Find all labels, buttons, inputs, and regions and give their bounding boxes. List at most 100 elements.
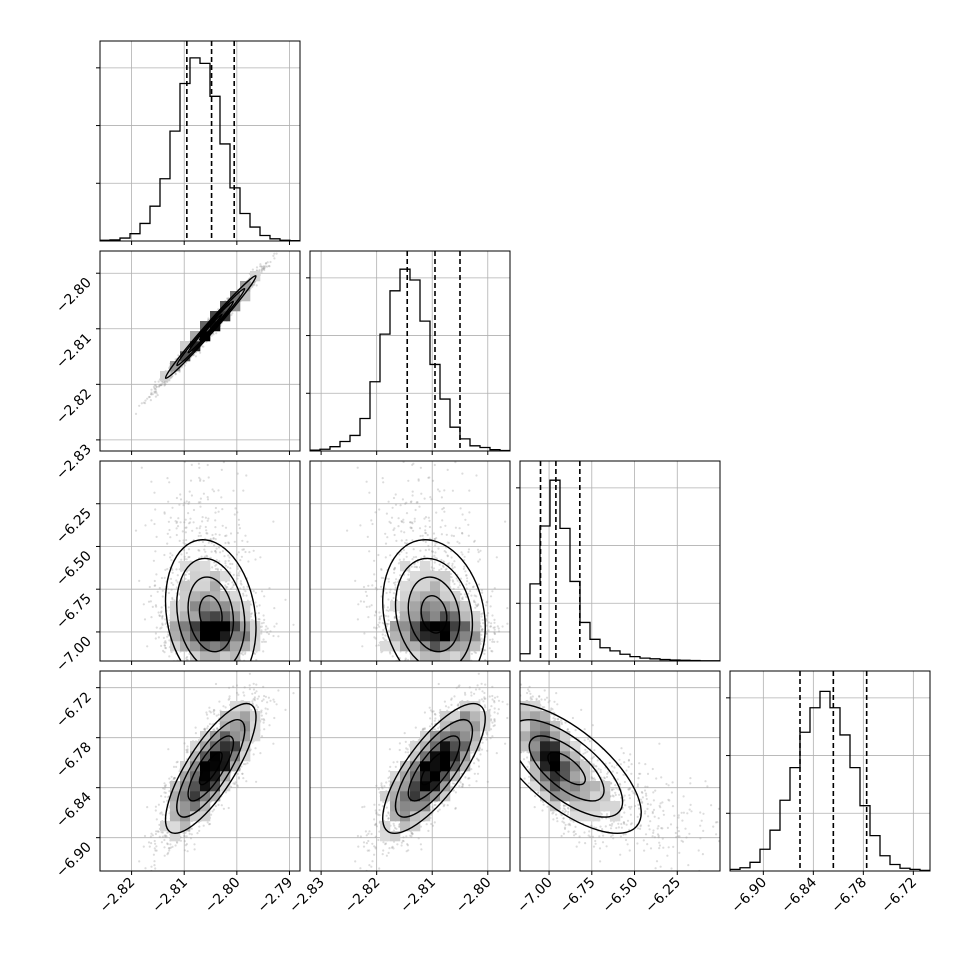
- sample-point: [240, 652, 243, 655]
- sample-point: [182, 504, 185, 507]
- sample-point: [183, 558, 186, 561]
- sample-point: [254, 652, 257, 656]
- scatter-points: [134, 378, 295, 684]
- sample-point: [164, 646, 167, 650]
- sample-point: [228, 682, 230, 684]
- sample-point: [275, 622, 278, 625]
- sample-point: [185, 446, 187, 448]
- sample-point: [176, 663, 178, 665]
- sample-point: [266, 261, 269, 264]
- sample-point: [208, 678, 210, 680]
- sample-point: [183, 666, 185, 668]
- sample-point: [171, 571, 174, 574]
- sample-point: [174, 373, 177, 376]
- axes-frame: [309, 250, 511, 452]
- sample-point: [244, 550, 247, 554]
- histogram-step: [310, 268, 510, 451]
- sample-point: [233, 513, 236, 516]
- sample-point: [155, 626, 158, 629]
- scatter-points: [134, 248, 279, 415]
- sample-point: [227, 554, 230, 557]
- sample-point: [175, 521, 178, 525]
- sample-point: [244, 665, 246, 667]
- y-tick-label: −2.82: [53, 386, 95, 428]
- sample-point: [159, 383, 162, 386]
- sample-point: [273, 607, 276, 610]
- sample-point: [168, 624, 171, 628]
- sample-point: [260, 267, 264, 270]
- density-cell: [240, 291, 251, 302]
- sample-point: [254, 601, 257, 604]
- sample-point: [182, 539, 185, 542]
- sample-point: [208, 397, 210, 399]
- density-cell: [190, 341, 201, 352]
- sample-point: [163, 553, 166, 557]
- sample-point: [199, 478, 202, 481]
- sample-point: [250, 618, 254, 622]
- sample-point: [180, 366, 183, 369]
- sample-point: [237, 572, 240, 575]
- sample-point: [178, 561, 181, 564]
- sample-point: [259, 263, 262, 266]
- sample-point: [211, 661, 213, 663]
- sample-point: [242, 548, 245, 551]
- sample-point: [187, 378, 189, 380]
- sample-point: [219, 669, 221, 671]
- sample-point: [207, 664, 209, 666]
- sample-point: [277, 248, 279, 250]
- sample-point: [252, 590, 255, 593]
- sample-point: [210, 334, 213, 337]
- sample-point: [171, 598, 174, 601]
- sample-point: [140, 466, 143, 469]
- sample-point: [249, 613, 252, 616]
- sample-point: [146, 397, 149, 400]
- sample-point: [262, 267, 265, 270]
- sample-point: [167, 520, 170, 523]
- sample-point: [250, 676, 252, 678]
- sample-point: [236, 567, 239, 571]
- sample-point: [157, 636, 160, 639]
- sample-point: [202, 492, 205, 495]
- sample-point: [205, 529, 208, 532]
- sample-point: [183, 548, 186, 552]
- sample-point: [138, 404, 141, 407]
- sample-point: [228, 412, 230, 414]
- sample-point: [166, 635, 169, 638]
- sample-point: [229, 587, 233, 591]
- sample-point: [187, 522, 191, 525]
- sample-point: [194, 355, 197, 358]
- sample-point: [224, 564, 227, 567]
- sample-point: [147, 600, 151, 603]
- sample-point: [142, 401, 145, 404]
- sample-point: [150, 393, 153, 396]
- sample-point: [187, 502, 190, 505]
- contour-1: [198, 313, 223, 341]
- sample-point: [169, 536, 172, 539]
- sample-point: [215, 547, 218, 550]
- sample-point: [264, 640, 267, 643]
- sample-point: [248, 551, 251, 554]
- sample-point: [213, 668, 215, 670]
- sample-point: [238, 570, 241, 573]
- sample-point: [267, 264, 270, 268]
- sample-point: [153, 522, 156, 526]
- sample-point: [262, 265, 265, 268]
- sample-point: [240, 555, 243, 558]
- sample-point: [217, 546, 221, 549]
- sample-point: [155, 392, 158, 395]
- sample-point: [183, 364, 186, 367]
- sample-point: [151, 393, 154, 396]
- sample-point: [236, 574, 239, 577]
- sample-point: [266, 265, 269, 268]
- sample-point: [232, 677, 234, 679]
- sample-point: [239, 587, 242, 590]
- sample-point: [268, 265, 271, 268]
- sample-point: [175, 586, 178, 589]
- sample-point: [211, 533, 214, 537]
- sample-point: [156, 590, 159, 593]
- sample-point: [210, 541, 213, 544]
- sample-point: [265, 625, 268, 628]
- sample-point: [150, 393, 153, 396]
- sample-point: [166, 477, 169, 480]
- sample-point: [229, 532, 233, 535]
